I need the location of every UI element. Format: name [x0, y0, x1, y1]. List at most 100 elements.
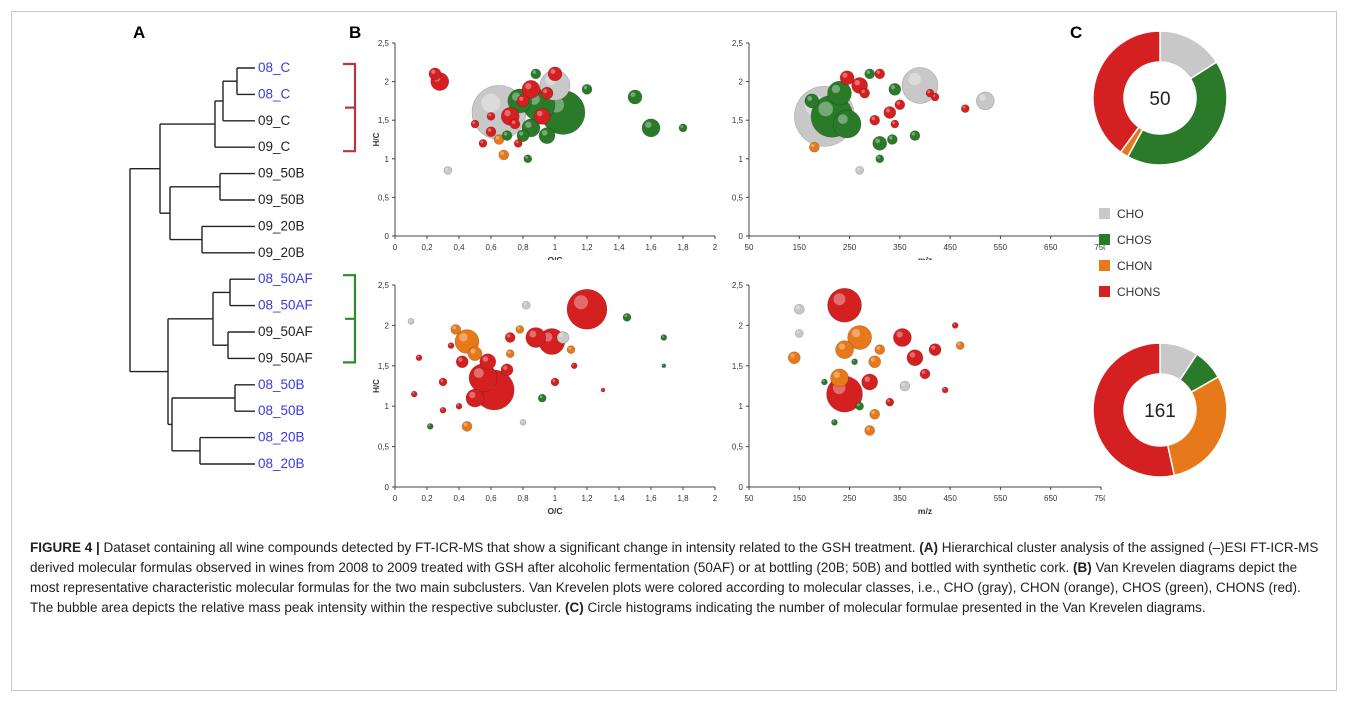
- data-bubble: [941, 386, 949, 394]
- bubble-highlight: [807, 96, 813, 101]
- caption-b-tag: (B): [1073, 560, 1092, 575]
- donut-chart-top: 50: [1092, 30, 1228, 166]
- bubble-highlight: [662, 364, 664, 366]
- x-tick-label: 50: [745, 243, 754, 252]
- data-bubble: [855, 166, 864, 175]
- data-bubble: [513, 139, 523, 148]
- bubble-highlight: [852, 359, 855, 362]
- legend-swatch: [1099, 260, 1110, 271]
- bubble-highlight: [896, 331, 903, 338]
- bubble-highlight: [838, 343, 845, 350]
- data-bubble: [540, 86, 554, 100]
- x-tick-label: 550: [994, 494, 1008, 503]
- figure-frame: [11, 11, 1337, 691]
- data-bubble: [438, 377, 448, 387]
- bubble-highlight: [818, 101, 834, 117]
- bubble-highlight: [525, 156, 528, 159]
- bubble-highlight: [541, 130, 548, 136]
- x-tick-label: 2: [713, 243, 718, 252]
- bubble-highlight: [887, 399, 890, 403]
- data-bubble: [566, 288, 608, 330]
- data-bubble: [955, 341, 965, 350]
- bubble-highlight: [431, 69, 436, 74]
- data-bubble: [888, 83, 902, 96]
- bubble-highlight: [449, 343, 452, 346]
- bubble-highlight: [539, 395, 543, 399]
- bubble-highlight: [568, 346, 572, 350]
- legend-swatch: [1099, 208, 1110, 219]
- bubble-highlight: [503, 132, 508, 136]
- x-tick-label: 250: [843, 494, 857, 503]
- y-axis-label: H/C: [372, 379, 381, 393]
- y-tick-label: 2,5: [732, 281, 744, 290]
- caption-c-tag: (C): [565, 600, 584, 615]
- y-tick-label: 1,5: [378, 362, 390, 371]
- bubble-highlight: [517, 326, 520, 330]
- data-bubble: [894, 99, 906, 111]
- donut-center-label: 161: [1144, 401, 1176, 422]
- van-krevelen-oc-top: 0 0,2 0,4 0,6 0,8 1 1,2 1,4 1,6 1,8 2 0 0,5 1 1,5 2 2,5 O…: [372, 39, 718, 260]
- x-tick-label: 1,2: [581, 494, 593, 503]
- data-bubble: [821, 378, 828, 386]
- bubble-highlight: [861, 89, 865, 94]
- figure-caption: FIGURE 4 | Dataset containing all wine c…: [30, 538, 1325, 618]
- y-tick-label: 0,5: [378, 193, 390, 202]
- class-legend: CHO CHOS CHON CHONS: [1099, 207, 1160, 299]
- x-tick-label: 1,4: [613, 243, 625, 252]
- data-bubble: [415, 354, 423, 362]
- bubble-highlight: [837, 114, 848, 125]
- donut-center-label: 50: [1149, 89, 1170, 110]
- data-bubble: [890, 119, 900, 129]
- bubble-highlight: [523, 302, 527, 306]
- bubble-highlight: [469, 391, 476, 399]
- x-tick-label: 0,4: [453, 494, 465, 503]
- data-bubble: [556, 331, 570, 344]
- data-bubble: [851, 358, 858, 366]
- x-axis-label: m/z: [918, 255, 932, 260]
- dendrogram-leaf-label: 08_20B: [258, 430, 305, 445]
- legend-label: CHON: [1117, 259, 1152, 273]
- bubble-highlight: [507, 350, 511, 354]
- data-bubble: [827, 80, 852, 106]
- data-bubble: [925, 88, 935, 98]
- bubble-highlight: [473, 368, 484, 378]
- y-tick-label: 0: [739, 232, 744, 241]
- caption-c-text: Circle histograms indicating the number …: [583, 600, 1206, 615]
- data-bubble: [426, 423, 434, 430]
- data-bubble: [581, 84, 593, 95]
- bubble-highlight: [503, 365, 508, 370]
- x-tick-label: 1,8: [677, 494, 689, 503]
- bubble-highlight: [583, 85, 588, 90]
- bubble-highlight: [957, 342, 961, 346]
- data-bubble: [530, 68, 542, 80]
- data-bubble: [600, 387, 606, 393]
- data-bubble: [869, 114, 881, 126]
- bubble-highlight: [857, 403, 860, 407]
- y-tick-label: 2,5: [732, 39, 744, 48]
- x-tick-label: 250: [843, 243, 857, 252]
- bubble-highlight: [908, 72, 921, 86]
- data-bubble: [501, 130, 513, 141]
- y-tick-label: 1: [385, 155, 390, 164]
- y-tick-label: 0,5: [378, 443, 390, 452]
- data-bubble: [525, 327, 547, 348]
- x-tick-label: 750: [1094, 494, 1105, 503]
- bubble-highlight: [661, 335, 664, 338]
- bubble-highlight: [833, 293, 846, 306]
- data-bubble: [919, 368, 931, 380]
- dendrogram-leaf-label: 08_C: [258, 86, 291, 101]
- cluster-bracket-control: [343, 62, 357, 153]
- bubble-highlight: [495, 136, 500, 140]
- caption-fig-label: FIGURE 4 |: [30, 540, 100, 555]
- bubble-highlight: [927, 90, 931, 94]
- y-tick-label: 1: [385, 402, 390, 411]
- data-bubble: [859, 87, 870, 99]
- bubble-highlight: [877, 156, 880, 159]
- data-bubble: [847, 325, 872, 350]
- bubble-highlight: [962, 105, 966, 109]
- x-tick-label: 350: [893, 243, 907, 252]
- data-bubble: [872, 136, 888, 151]
- bubble-highlight: [470, 348, 476, 354]
- data-bubble: [450, 324, 462, 335]
- legend-swatch: [1099, 286, 1110, 297]
